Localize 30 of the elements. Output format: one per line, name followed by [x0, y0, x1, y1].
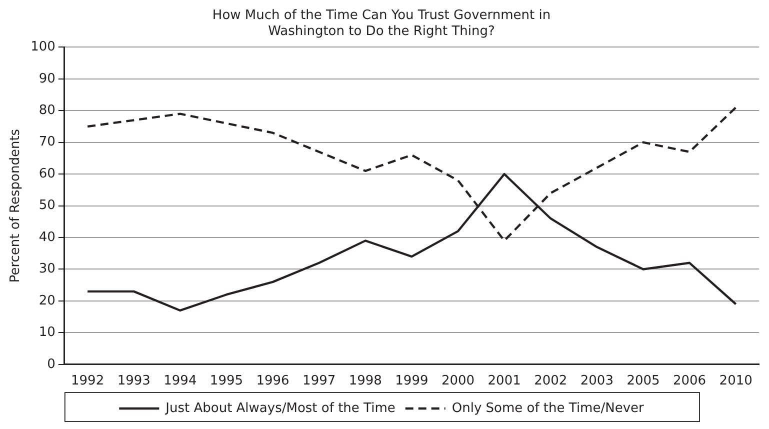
x-tick-label: 1993	[117, 374, 150, 389]
y-tick-label: 40	[38, 230, 56, 245]
y-tick-label: 70	[38, 134, 56, 150]
y-tick-label: 30	[38, 262, 56, 277]
x-tick-label: 2005	[626, 374, 660, 389]
y-tick-label: 50	[38, 198, 56, 214]
y-tick-label: 60	[38, 166, 56, 182]
x-tick-label: 2010	[719, 374, 752, 389]
y-tick-label: 20	[38, 293, 56, 308]
legend-label: Just About Always/Most of the Time	[164, 400, 396, 416]
x-tick-label: 1997	[302, 374, 336, 389]
x-tick-label: 2006	[672, 374, 706, 389]
x-tick-label: 1996	[256, 374, 290, 389]
legend-label: Only Some of the Time/Never	[452, 400, 645, 416]
y-tick-label: 0	[47, 356, 56, 372]
x-tick-label: 2000	[441, 374, 475, 389]
y-tick-label: 80	[38, 103, 56, 118]
y-axis-title: Percent of Respondents	[8, 128, 24, 283]
x-tick-label: 1999	[395, 374, 428, 389]
x-tick-label: 1992	[71, 374, 104, 389]
y-tick-label: 10	[38, 325, 56, 340]
y-tick-label: 100	[30, 40, 56, 55]
x-tick-label: 1995	[210, 374, 244, 389]
x-tick-label: 1994	[164, 374, 197, 389]
x-tick-label: 2003	[580, 374, 614, 389]
x-tick-label: 1998	[348, 374, 382, 389]
chart-title: How Much of the Time Can You Trust Government in Washington to Do the Right Thing?	[212, 8, 551, 39]
x-tick-label: 2002	[534, 374, 568, 389]
y-tick-label: 90	[38, 71, 56, 86]
x-tick-label: 2001	[488, 374, 521, 389]
